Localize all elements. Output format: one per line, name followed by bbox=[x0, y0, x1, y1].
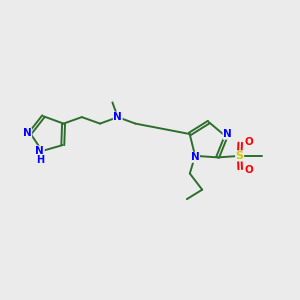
Text: H: H bbox=[36, 155, 44, 165]
Text: S: S bbox=[236, 151, 244, 161]
Text: N: N bbox=[223, 129, 232, 139]
Text: N: N bbox=[23, 128, 32, 138]
Text: O: O bbox=[244, 137, 253, 147]
Text: N: N bbox=[191, 152, 200, 162]
Text: N: N bbox=[113, 112, 122, 122]
Text: O: O bbox=[244, 165, 253, 175]
Text: N: N bbox=[35, 146, 44, 156]
